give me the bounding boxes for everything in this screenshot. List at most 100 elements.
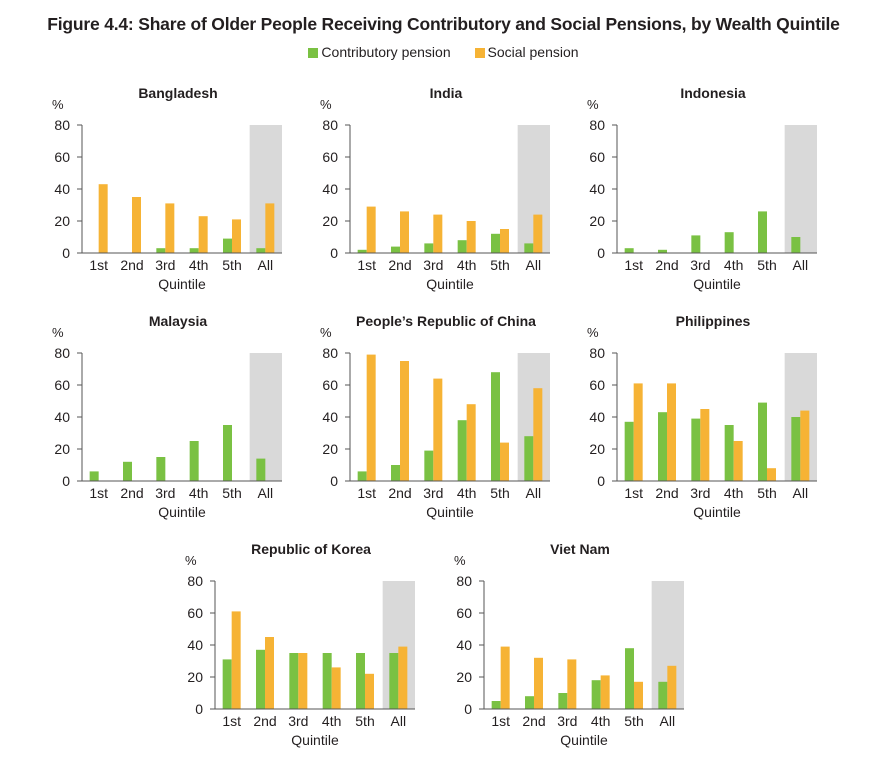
bar-social (800, 410, 810, 481)
y-tick-label: 0 (597, 473, 605, 489)
bar-contributory (524, 436, 534, 481)
bar-contributory (491, 372, 500, 481)
x-tick-label: 1st (89, 257, 108, 273)
x-tick-label: 5th (355, 713, 374, 729)
y-tick-label: 80 (589, 345, 605, 361)
y-tick-label: 0 (195, 701, 203, 717)
bar-social (733, 441, 743, 481)
x-tick-label: 1st (89, 485, 108, 501)
y-tick-label: 0 (62, 473, 70, 489)
bar-contributory (222, 659, 232, 709)
y-tick-label: 40 (187, 637, 203, 653)
bar-contributory (223, 425, 232, 481)
bar-contributory (189, 248, 199, 253)
x-tick-label: 1st (357, 257, 376, 273)
x-axis-label: Quintile (158, 276, 206, 292)
y-tick-label: 80 (187, 573, 203, 589)
bar-social (400, 361, 409, 481)
x-tick-label: 4th (189, 257, 208, 273)
y-unit-label: % (52, 97, 64, 112)
y-tick-label: 60 (589, 377, 605, 393)
bar-contributory (357, 249, 367, 253)
y-tick-label: 80 (54, 345, 70, 361)
x-tick-label: 2nd (655, 485, 678, 501)
y-unit-label: % (52, 325, 64, 340)
chart-panel: Indonesia% 0 20 40 60 80 1st 2nd 3rd 4th 5th All Qui… (587, 85, 817, 292)
y-tick-label: 20 (589, 441, 605, 457)
legend-item-social: Social pension (474, 44, 579, 60)
y-tick-label: 60 (54, 377, 70, 393)
bar-social (365, 673, 374, 709)
chart-title: People’s Republic of China (356, 313, 536, 329)
bar-social (366, 206, 376, 253)
chart-panel: Bangladesh% 0 20 40 60 80 1st 2nd 3rd 4th 5th All Qu… (52, 85, 282, 292)
bar-social (298, 653, 308, 709)
y-unit-label: % (185, 553, 197, 568)
bar-contributory (691, 235, 701, 253)
bar-social (466, 404, 476, 481)
bar-contributory (457, 240, 467, 253)
legend-swatch-contributory (308, 48, 319, 58)
x-axis-label: Quintile (693, 276, 741, 292)
bar-contributory (758, 402, 767, 481)
bar-social (366, 354, 376, 481)
bar-contributory (424, 450, 434, 481)
y-tick-label: 40 (322, 181, 338, 197)
bar-contributory (356, 653, 365, 709)
legend-label-social: Social pension (487, 44, 579, 60)
y-tick-label: 60 (187, 605, 203, 621)
x-tick-label: 4th (457, 257, 476, 273)
bar-contributory (624, 248, 634, 253)
x-tick-label: 5th (222, 257, 241, 273)
bar-contributory (256, 649, 265, 709)
chart-title: Viet Nam (550, 541, 610, 557)
bar-contributory (357, 471, 367, 481)
y-unit-label: % (454, 553, 466, 568)
y-unit-label: % (320, 97, 332, 112)
x-tick-label: 5th (624, 713, 643, 729)
x-tick-label: 3rd (288, 713, 308, 729)
x-tick-label: All (258, 257, 274, 273)
x-tick-label: All (793, 257, 809, 273)
bar-social (433, 378, 443, 481)
bar-contributory (658, 249, 667, 253)
bar-social (767, 468, 776, 481)
all-shade (249, 353, 282, 481)
bar-social (132, 197, 141, 253)
x-tick-label: 5th (757, 485, 776, 501)
bar-social (500, 442, 509, 481)
bar-contributory (691, 418, 701, 481)
bar-contributory (256, 248, 266, 253)
bar-contributory (89, 471, 99, 481)
y-tick-label: 20 (54, 441, 70, 457)
x-tick-label: 5th (490, 257, 509, 273)
bar-social (667, 383, 676, 481)
x-tick-label: 3rd (690, 257, 710, 273)
y-unit-label: % (587, 97, 599, 112)
y-tick-label: 80 (322, 345, 338, 361)
bar-social (634, 681, 643, 709)
x-tick-label: 3rd (423, 485, 443, 501)
bar-contributory (724, 425, 734, 481)
x-tick-label: All (526, 257, 542, 273)
bar-contributory (658, 412, 667, 481)
bar-contributory (491, 233, 500, 253)
x-tick-label: 3rd (690, 485, 710, 501)
chart-title: India (430, 85, 463, 101)
bar-social (198, 216, 208, 253)
y-tick-label: 0 (330, 473, 338, 489)
y-unit-label: % (320, 325, 332, 340)
x-tick-label: 4th (322, 713, 341, 729)
bar-social (533, 388, 543, 481)
x-axis-label: Quintile (693, 504, 741, 520)
y-tick-label: 20 (456, 669, 472, 685)
bar-contributory (791, 417, 801, 481)
chart-title: Bangladesh (138, 85, 217, 101)
x-tick-label: All (391, 713, 407, 729)
x-axis-label: Quintile (291, 732, 339, 748)
bar-contributory (391, 465, 400, 481)
y-tick-label: 40 (589, 409, 605, 425)
bar-social (265, 203, 275, 253)
chart-title: Malaysia (149, 313, 208, 329)
y-tick-label: 20 (322, 213, 338, 229)
